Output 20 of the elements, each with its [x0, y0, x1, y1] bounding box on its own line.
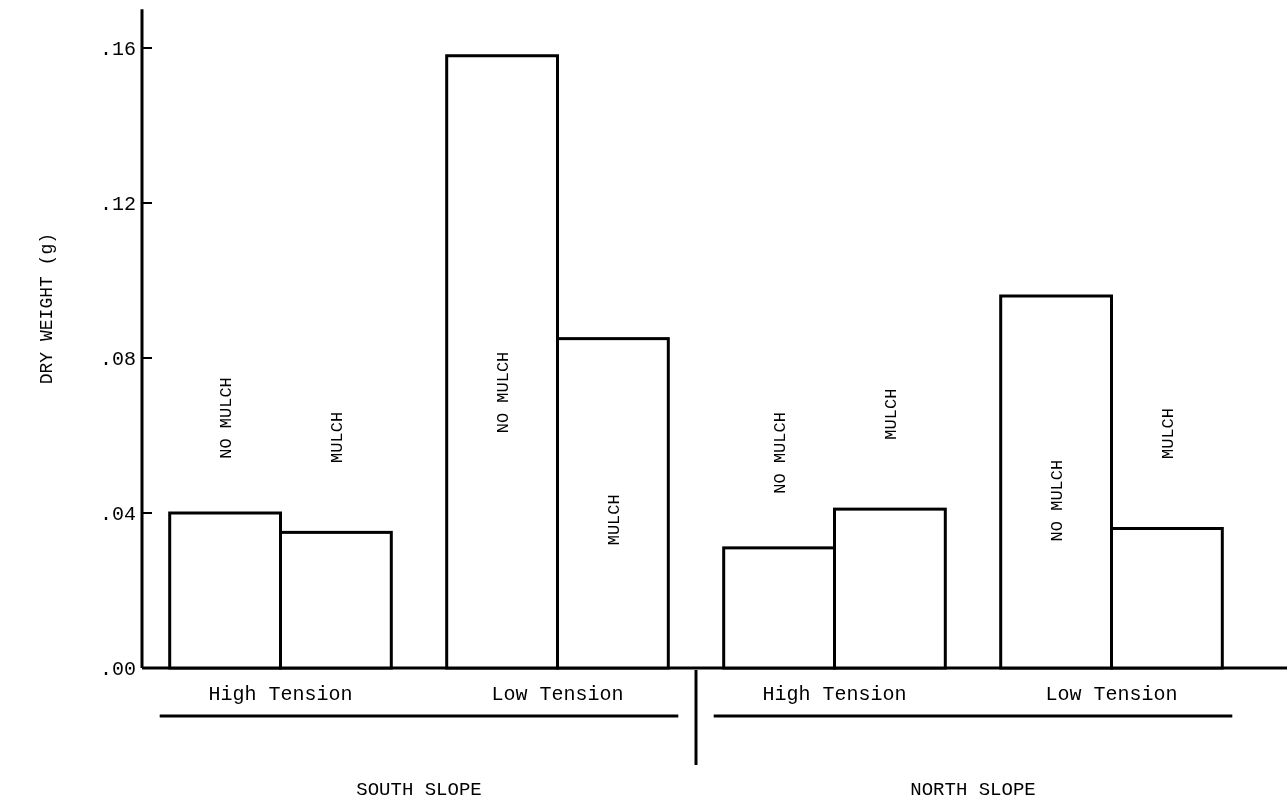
x-tick-label: Low Tension [1045, 683, 1178, 706]
text: NO MULCH [217, 377, 237, 459]
text: SOUTH SLOPE [356, 779, 482, 801]
x-tick-label: Low Tension [491, 683, 624, 706]
y-tick-label: .04 [99, 503, 136, 526]
text: MULCH [881, 388, 901, 440]
y-tick-label: .00 [99, 658, 136, 681]
series-label: NO MULCH [494, 351, 514, 434]
text: MULCH [327, 411, 347, 463]
y-tick-label: .16 [99, 38, 136, 61]
x-tick-label: High Tension [762, 683, 907, 706]
text: NO MULCH [1048, 459, 1068, 542]
x-tick-label: High Tension [208, 683, 353, 706]
y-tick-label: .08 [99, 348, 136, 371]
y-axis-title: DRY WEIGHT (g) [37, 233, 57, 385]
text: NO MULCH [771, 412, 791, 494]
text: NORTH SLOPE [910, 779, 1036, 801]
text: MULCH [1158, 407, 1178, 460]
series-label: MULCH [604, 494, 624, 546]
y-tick-label: .12 [99, 193, 136, 216]
